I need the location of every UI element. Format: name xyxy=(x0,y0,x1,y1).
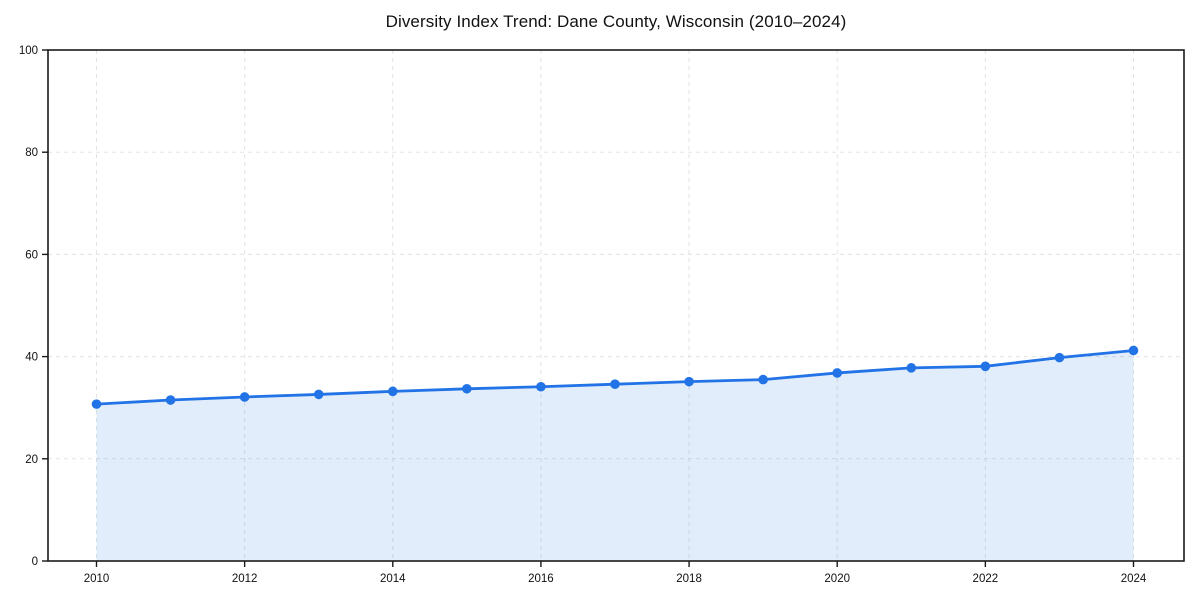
data-point xyxy=(610,379,620,389)
chart-title: Diversity Index Trend: Dane County, Wisc… xyxy=(385,12,847,31)
data-point xyxy=(91,399,102,409)
data-point xyxy=(980,361,991,372)
data-point xyxy=(462,383,472,394)
data-point xyxy=(239,392,250,402)
x-tick-label: 2022 xyxy=(973,573,999,585)
x-tick-label: 2020 xyxy=(824,573,850,585)
y-tick-label: 40 xyxy=(25,352,38,364)
data-point xyxy=(536,381,546,392)
x-tick-label: 2012 xyxy=(232,573,258,585)
x-tick-label: 2010 xyxy=(84,573,110,585)
plot-border xyxy=(47,49,1185,562)
data-point xyxy=(1054,352,1065,363)
data-point xyxy=(387,386,398,397)
y-tick-label: 60 xyxy=(25,249,38,261)
y-tick-label: 80 xyxy=(25,147,38,159)
y-tick-label: 100 xyxy=(19,45,38,57)
data-point xyxy=(684,376,694,387)
data-point xyxy=(1128,345,1139,356)
y-tick-label: 20 xyxy=(25,454,38,466)
data-point xyxy=(832,368,843,378)
y-tick-label: 0 xyxy=(32,556,38,568)
x-tick-label: 2014 xyxy=(380,573,406,585)
x-tick-label: 2024 xyxy=(1121,573,1147,585)
data-point xyxy=(906,363,917,373)
data-point xyxy=(758,374,768,385)
x-tick-label: 2016 xyxy=(528,573,554,585)
data-point xyxy=(165,395,176,405)
x-tick-label: 2018 xyxy=(676,573,702,585)
area-fill xyxy=(96,350,1134,561)
data-point xyxy=(313,389,324,400)
